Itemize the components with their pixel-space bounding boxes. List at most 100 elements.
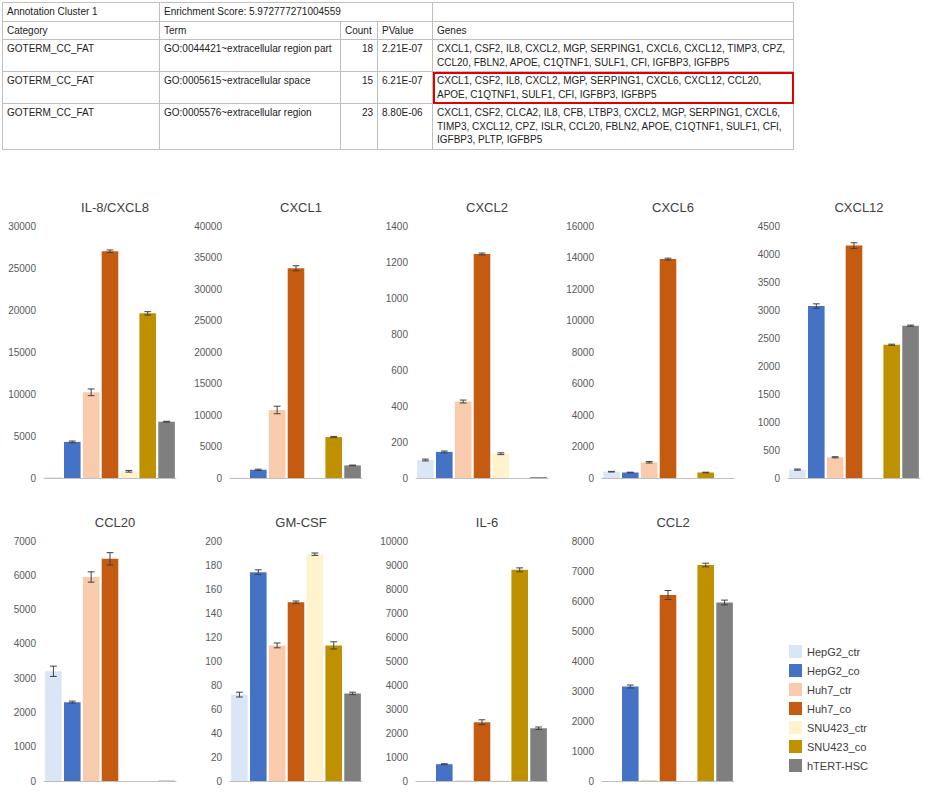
svg-text:14000: 14000 [566,252,594,263]
svg-text:40: 40 [211,728,223,739]
svg-text:2000: 2000 [386,728,409,739]
svg-text:20: 20 [211,752,223,763]
svg-text:100: 100 [205,656,222,667]
svg-text:600: 600 [391,365,408,376]
svg-text:60: 60 [211,704,223,715]
svg-text:10000: 10000 [194,410,222,421]
svg-text:180: 180 [205,560,222,571]
svg-text:35000: 35000 [194,252,222,263]
svg-text:1000: 1000 [572,746,595,757]
svg-text:9000: 9000 [386,560,409,571]
svg-text:hTERT-HSC: hTERT-HSC [807,760,868,772]
svg-text:6000: 6000 [14,570,37,581]
svg-text:25000: 25000 [8,263,36,274]
svg-text:3000: 3000 [758,305,781,316]
svg-text:40000: 40000 [194,221,222,232]
svg-text:GM-CSF: GM-CSF [275,515,326,530]
svg-text:20000: 20000 [194,347,222,358]
svg-text:5000: 5000 [14,431,37,442]
svg-text:30000: 30000 [8,221,36,232]
svg-text:25000: 25000 [194,315,222,326]
svg-text:2500: 2500 [758,333,781,344]
svg-text:0: 0 [402,776,408,787]
svg-text:12000: 12000 [566,284,594,295]
svg-text:400: 400 [391,401,408,412]
svg-text:5000: 5000 [386,656,409,667]
svg-text:CCL20: CCL20 [95,515,135,530]
svg-text:CXCL1: CXCL1 [280,200,322,215]
svg-text:120: 120 [205,632,222,643]
svg-text:15000: 15000 [194,378,222,389]
svg-text:1000: 1000 [758,417,781,428]
svg-text:10000: 10000 [380,536,408,547]
html-text:CXCL1, CSF2, IL8, CXCL2, MGP,: CXCL1, CSF2, IL8, CXCL2, MGP, SERPING1, … [437,43,786,68]
svg-text:8000: 8000 [572,536,595,547]
svg-text:200: 200 [391,437,408,448]
svg-text:140: 140 [205,608,222,619]
svg-text:500: 500 [763,445,780,456]
svg-text:SNU423_ctr: SNU423_ctr [807,722,867,734]
svg-text:4000: 4000 [572,656,595,667]
svg-text:0: 0 [216,473,222,484]
svg-text:0: 0 [216,776,222,787]
svg-text:HepG2_co: HepG2_co [807,665,860,677]
svg-text:16000: 16000 [566,221,594,232]
svg-text:CXCL12: CXCL12 [834,200,883,215]
svg-text:2000: 2000 [758,361,781,372]
svg-text:IL-8/CXCL8: IL-8/CXCL8 [81,200,149,215]
svg-text:0: 0 [774,473,780,484]
svg-text:0: 0 [588,473,594,484]
svg-text:7000: 7000 [572,566,595,577]
svg-text:6000: 6000 [572,596,595,607]
svg-text:SNU423_co: SNU423_co [807,741,866,753]
svg-text:7000: 7000 [386,608,409,619]
svg-text:0: 0 [402,473,408,484]
svg-text:4000: 4000 [572,410,595,421]
html-text:CXCL1, CSF2, CLCA2, IL8, CFB,: CXCL1, CSF2, CLCA2, IL8, CFB, LTBP3, CXC… [437,107,782,145]
svg-text:0: 0 [30,473,36,484]
svg-text:160: 160 [205,584,222,595]
svg-text:CXCL6: CXCL6 [652,200,694,215]
svg-text:1000: 1000 [14,741,37,752]
svg-text:5000: 5000 [14,604,37,615]
svg-text:30000: 30000 [194,284,222,295]
svg-text:0: 0 [30,776,36,787]
svg-text:2000: 2000 [572,441,595,452]
svg-text:HepG2_ctr: HepG2_ctr [807,646,861,658]
svg-text:3500: 3500 [758,277,781,288]
svg-text:7000: 7000 [14,536,37,547]
svg-text:2000: 2000 [572,716,595,727]
svg-text:1500: 1500 [758,389,781,400]
svg-text:4000: 4000 [758,249,781,260]
svg-text:20000: 20000 [8,305,36,316]
svg-text:1200: 1200 [386,257,409,268]
svg-text:6000: 6000 [572,378,595,389]
svg-text:Huh7_co: Huh7_co [807,703,851,715]
svg-text:200: 200 [205,536,222,547]
svg-text:3000: 3000 [14,673,37,684]
svg-text:4000: 4000 [386,680,409,691]
svg-text:80: 80 [211,680,223,691]
svg-text:5000: 5000 [572,626,595,637]
svg-text:3000: 3000 [386,704,409,715]
svg-text:Huh7_ctr: Huh7_ctr [807,684,852,696]
svg-text:1000: 1000 [386,293,409,304]
svg-text:1400: 1400 [386,221,409,232]
svg-text:1000: 1000 [386,752,409,763]
svg-text:800: 800 [391,329,408,340]
svg-text:2000: 2000 [14,707,37,718]
svg-text:CCL2: CCL2 [656,515,689,530]
svg-text:6000: 6000 [386,632,409,643]
svg-text:5000: 5000 [200,441,223,452]
svg-text:8000: 8000 [572,347,595,358]
svg-text:4000: 4000 [14,638,37,649]
svg-text:8000: 8000 [386,584,409,595]
svg-text:3000: 3000 [572,686,595,697]
svg-text:IL-6: IL-6 [476,515,498,530]
svg-text:10000: 10000 [566,315,594,326]
svg-text:10000: 10000 [8,389,36,400]
svg-text:15000: 15000 [8,347,36,358]
svg-text:CXCL2: CXCL2 [466,200,508,215]
svg-text:0: 0 [588,776,594,787]
svg-text:4500: 4500 [758,221,781,232]
